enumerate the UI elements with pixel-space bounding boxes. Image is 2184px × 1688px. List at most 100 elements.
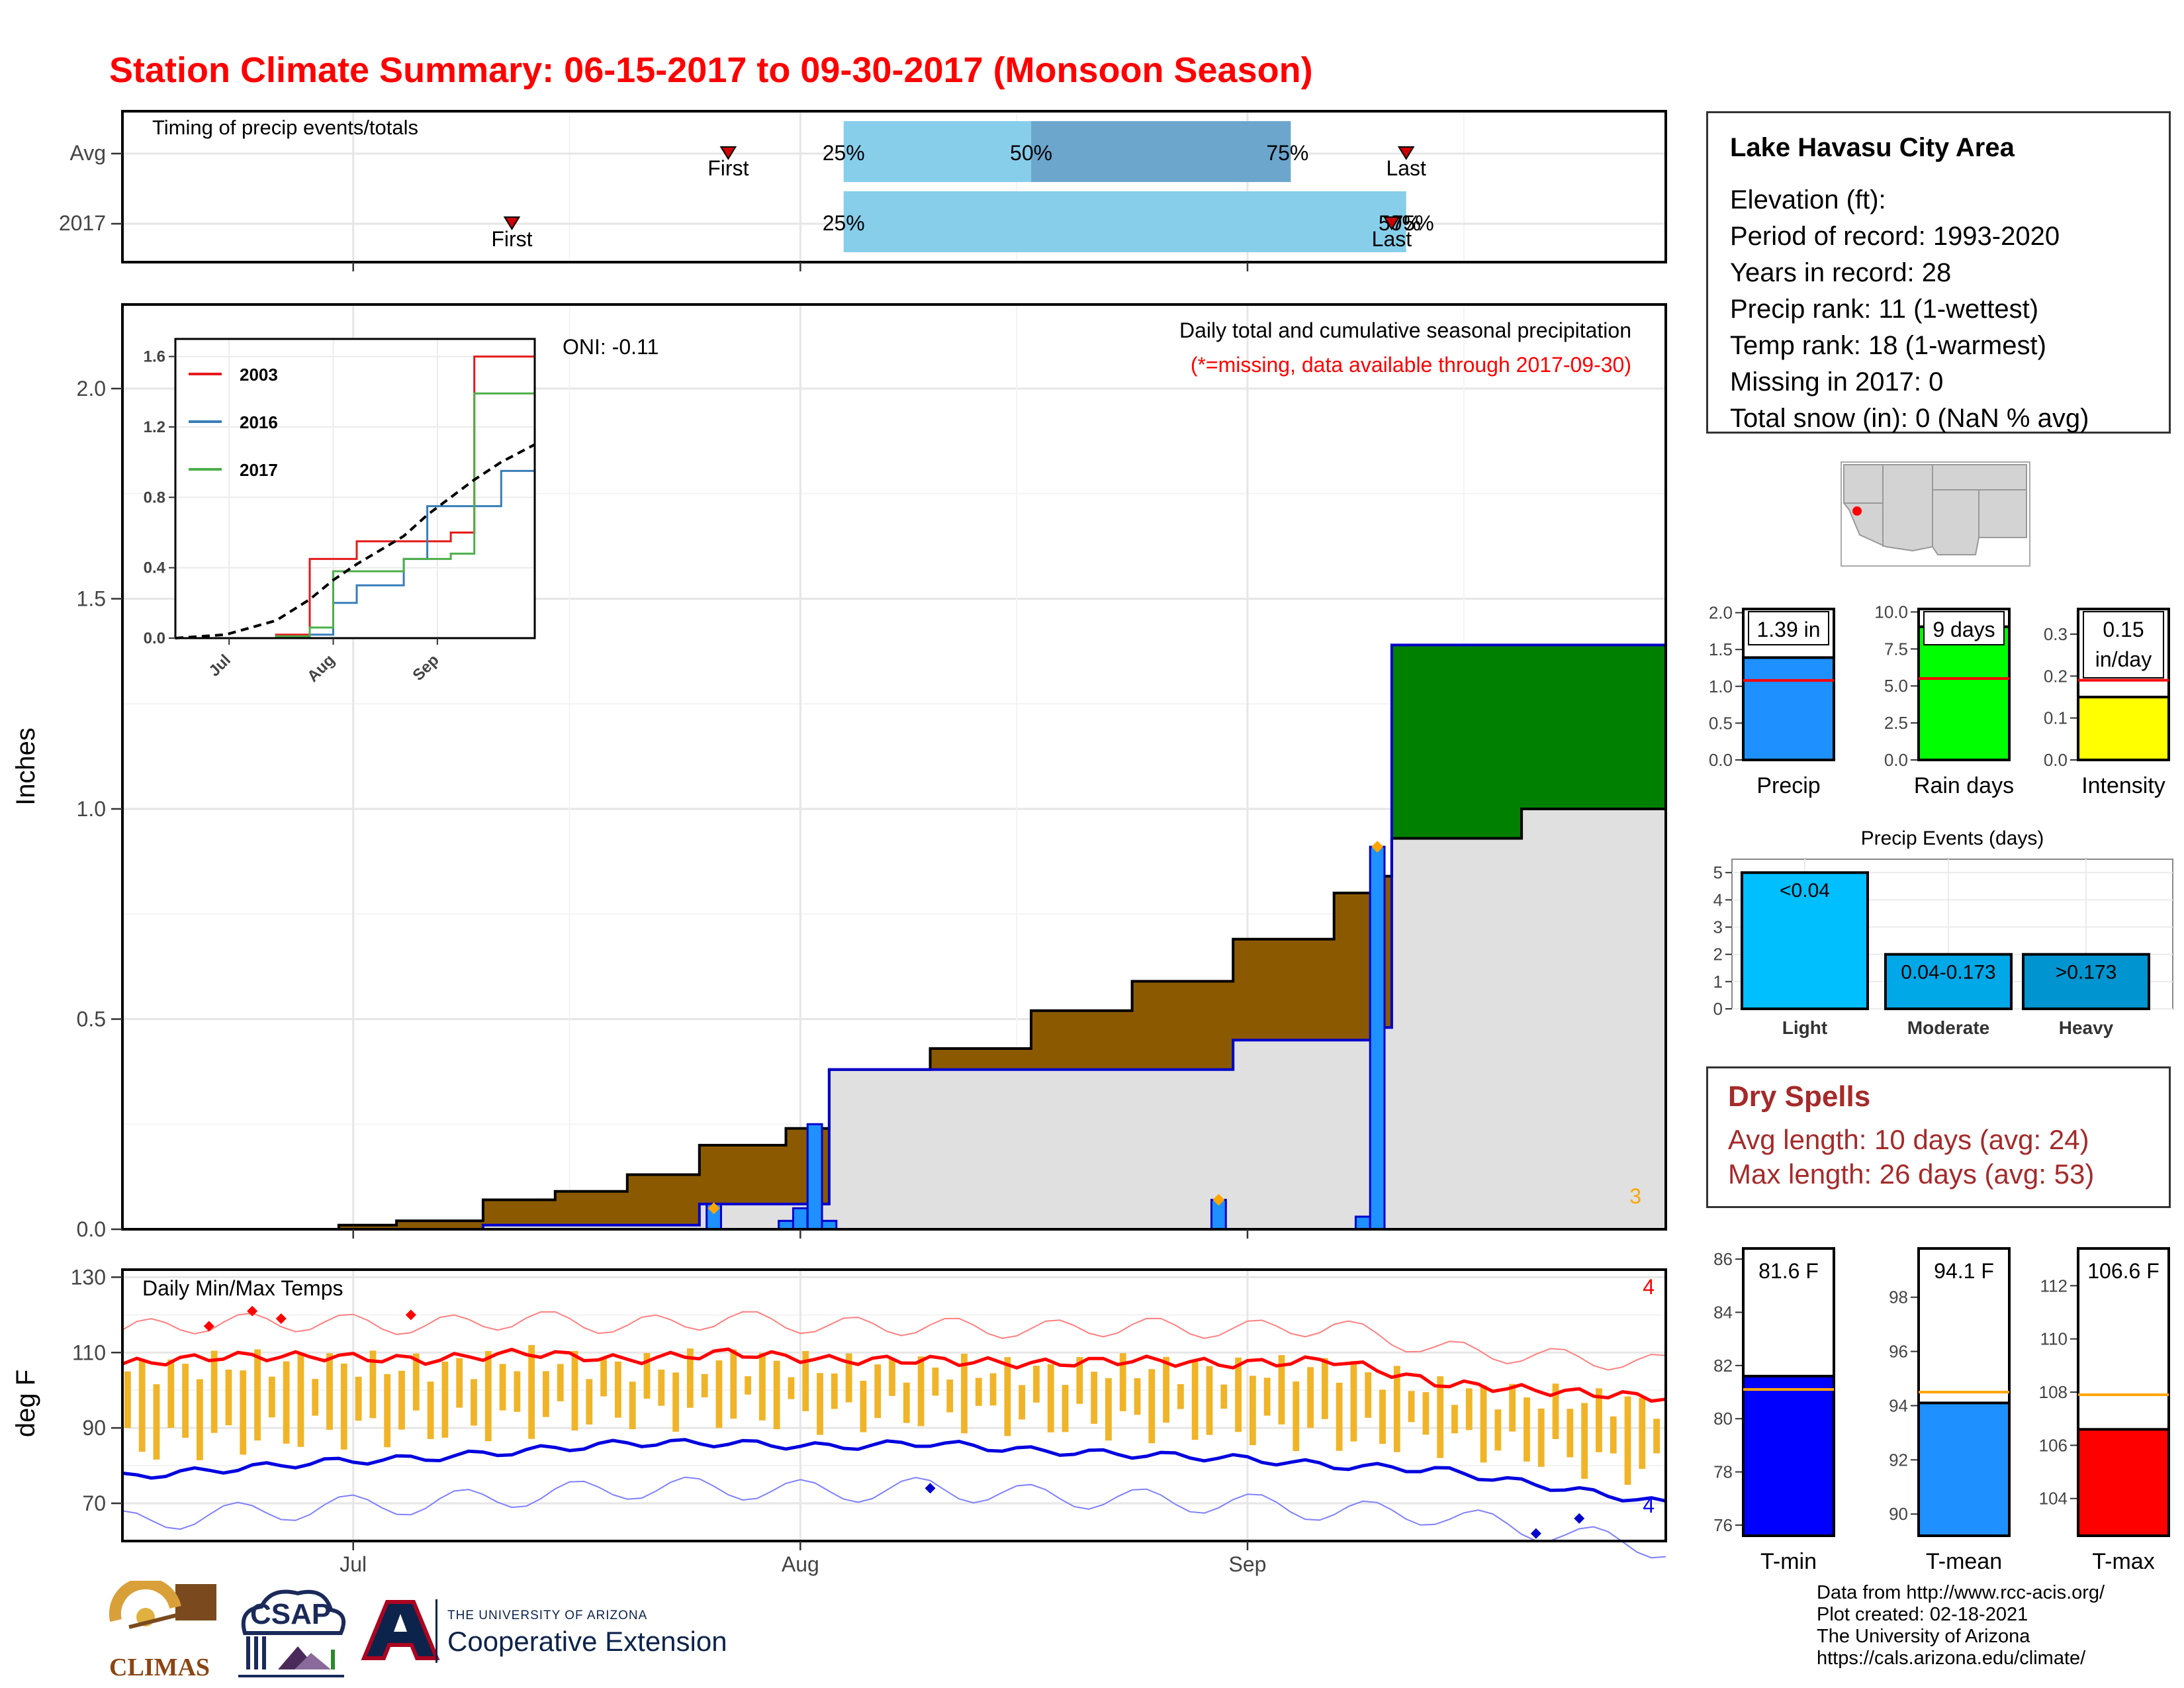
csap-logo: CSAP	[232, 1583, 351, 1683]
ua-big-text: Cooperative Extension	[447, 1626, 727, 1657]
temps-panel: Daily Min/Max Temps 4 4 70 90 110 130 Jul Au…	[11, 1265, 1667, 1576]
daily-temp-range-bar	[1191, 1362, 1199, 1440]
temp-record-marker	[925, 1483, 936, 1494]
daily-temp-range-bar	[1019, 1385, 1026, 1420]
daily-temp-range-bar	[456, 1358, 463, 1408]
2017-50-label: 50%	[1379, 211, 1421, 235]
daily-temp-range-bar	[167, 1359, 175, 1428]
daily-temp-range-bar	[471, 1379, 477, 1426]
events-bar	[1884, 953, 2013, 1010]
avg-first-marker	[719, 146, 737, 160]
temp-ytick-label: 130	[71, 1265, 106, 1289]
temp-summary-value-label: 94.1 F	[1934, 1259, 1994, 1283]
temp-xtick-label: Sep	[1228, 1552, 1266, 1576]
temp-ytick-label: 90	[82, 1416, 106, 1440]
temp-summary-fill	[2077, 1428, 2170, 1538]
daily-temp-range-bar	[1422, 1392, 1430, 1435]
daily-temp-range-bar	[672, 1372, 679, 1432]
events-category-label: Light	[1782, 1017, 1827, 1038]
precip-subtitle: (*=missing, data available through 2017-…	[1191, 353, 1631, 377]
2017-25-label: 25%	[823, 211, 865, 235]
daily-temp-range-bar	[975, 1378, 982, 1406]
station-temp-rank: Temp rank: 18 (1-warmest)	[1730, 331, 2046, 360]
daily-temp-range-bar	[283, 1361, 290, 1444]
intensity-summary-bar: 0.0 0.1 0.2 0.3 0.15 in/day Intensity	[2044, 608, 2170, 798]
daily-temp-range-bar	[1624, 1396, 1631, 1485]
daily-temp-range-bar	[715, 1360, 723, 1429]
precip-ytick-label: 1.0	[77, 797, 106, 821]
timing-panel: Timing of precip events/totals Avg 2017 …	[59, 110, 1667, 271]
daily-temp-range-bar	[412, 1353, 420, 1411]
ua-divider	[435, 1599, 437, 1663]
temp-xtick-label: Aug	[782, 1552, 819, 1576]
summary-bar-label-box	[1923, 611, 2005, 645]
events-tick-label: 1	[1713, 972, 1723, 992]
2017-last-label: Last	[1372, 227, 1412, 251]
station-missing: Missing in 2017: 0	[1730, 367, 1944, 397]
daily-precip-bar	[792, 1207, 809, 1231]
summary-bar-tick-label: 0.0	[1709, 750, 1733, 770]
precip-ylabel: Inches	[11, 727, 40, 806]
inset-legend-2003: 2003	[240, 365, 278, 385]
daily-temp-range-bar	[557, 1364, 564, 1401]
daily-temp-range-bar	[788, 1377, 795, 1399]
events-title: Precip Events (days)	[1861, 827, 2044, 849]
precip-corner-note: 3	[1629, 1184, 1641, 1208]
daily-temp-range-bar	[543, 1371, 549, 1417]
ua-block-a-icon	[361, 1600, 440, 1660]
temp-summary-tick-label: 76	[1713, 1515, 1733, 1535]
dry-spells-title: Dry Spells	[1728, 1080, 1871, 1113]
temp-record-marker	[405, 1309, 416, 1321]
daily-temp-range-bar	[1076, 1357, 1083, 1404]
temp-record-marker	[275, 1313, 287, 1325]
daily-temp-range-bar	[1220, 1384, 1228, 1409]
page-title: Station Climate Summary: 06-15-2017 to 0…	[109, 50, 1313, 90]
daily-temp-range-bar	[686, 1348, 694, 1408]
credit-line-url: https://cals.arizona.edu/climate/	[1817, 1648, 2086, 1669]
daily-temp-range-bar	[1293, 1381, 1300, 1452]
daily-temp-range-bar	[730, 1349, 737, 1419]
avg-first-label: First	[707, 156, 749, 180]
inset-ytick-label: 0.4	[144, 559, 166, 577]
daily-temp-range-bar	[1639, 1397, 1646, 1469]
daily-temp-range-bar	[586, 1379, 593, 1425]
events-bar	[2022, 953, 2150, 1010]
daily-temp-range-bar	[427, 1382, 434, 1439]
summary-bar-tick-label: 10.0	[1874, 602, 1908, 622]
timing-row-avg: Avg	[69, 141, 106, 165]
summary-bar-tick-label: 2.5	[1884, 713, 1908, 733]
station-precip-rank: Precip rank: 11 (1-wettest)	[1730, 295, 2039, 324]
inset-line-avg	[175, 443, 535, 639]
daily-temp-range-bar	[240, 1370, 247, 1455]
credit-line-date: Plot created: 02-18-2021	[1817, 1604, 2028, 1625]
temp-record-marker	[1530, 1528, 1541, 1539]
daily-temp-range-bar	[1465, 1388, 1473, 1430]
temp-summary-value-label: 106.6 F	[2087, 1259, 2160, 1283]
temp-summary-tick-label: 104	[2039, 1489, 2068, 1509]
daily-temp-range-bar	[1249, 1376, 1256, 1446]
daily-temp-range-bar	[1163, 1356, 1169, 1423]
daily-temp-range-bar	[484, 1351, 492, 1442]
precip-ytick-label: 0.0	[77, 1217, 106, 1241]
daily-temp-range-bar	[326, 1353, 333, 1430]
events-category-label: Moderate	[1907, 1017, 1989, 1038]
events-tick-label: 2	[1713, 945, 1723, 964]
temps-ylabel: deg F	[11, 1370, 40, 1437]
dry-spells-avg: Avg length: 10 days (avg: 24)	[1728, 1124, 2089, 1155]
temp-summary-tick-label: 80	[1713, 1409, 1733, 1429]
tmax-summary-bar: 104 106 108 110 112 106.6 F T-max	[2039, 1247, 2170, 1574]
summary-bar-fill	[1742, 656, 1835, 762]
2017-75-label: 75%	[1392, 211, 1434, 235]
daily-precip-bar	[1369, 845, 1386, 1231]
daily-temp-range-bar	[615, 1361, 621, 1418]
daily-temp-range-bar	[528, 1344, 535, 1439]
events-category-label: Heavy	[2059, 1017, 2114, 1038]
inset-ytick-label: 1.2	[144, 418, 165, 436]
climas-emblem-icon	[109, 1577, 216, 1629]
daily-temp-range-bar	[889, 1358, 895, 1396]
daily-temp-range-bar	[643, 1352, 651, 1399]
summary-bar-tick-label: 0.1	[2044, 708, 2068, 728]
events-bar-label: >0.173	[2056, 962, 2117, 984]
daily-temp-range-bar	[182, 1364, 189, 1438]
